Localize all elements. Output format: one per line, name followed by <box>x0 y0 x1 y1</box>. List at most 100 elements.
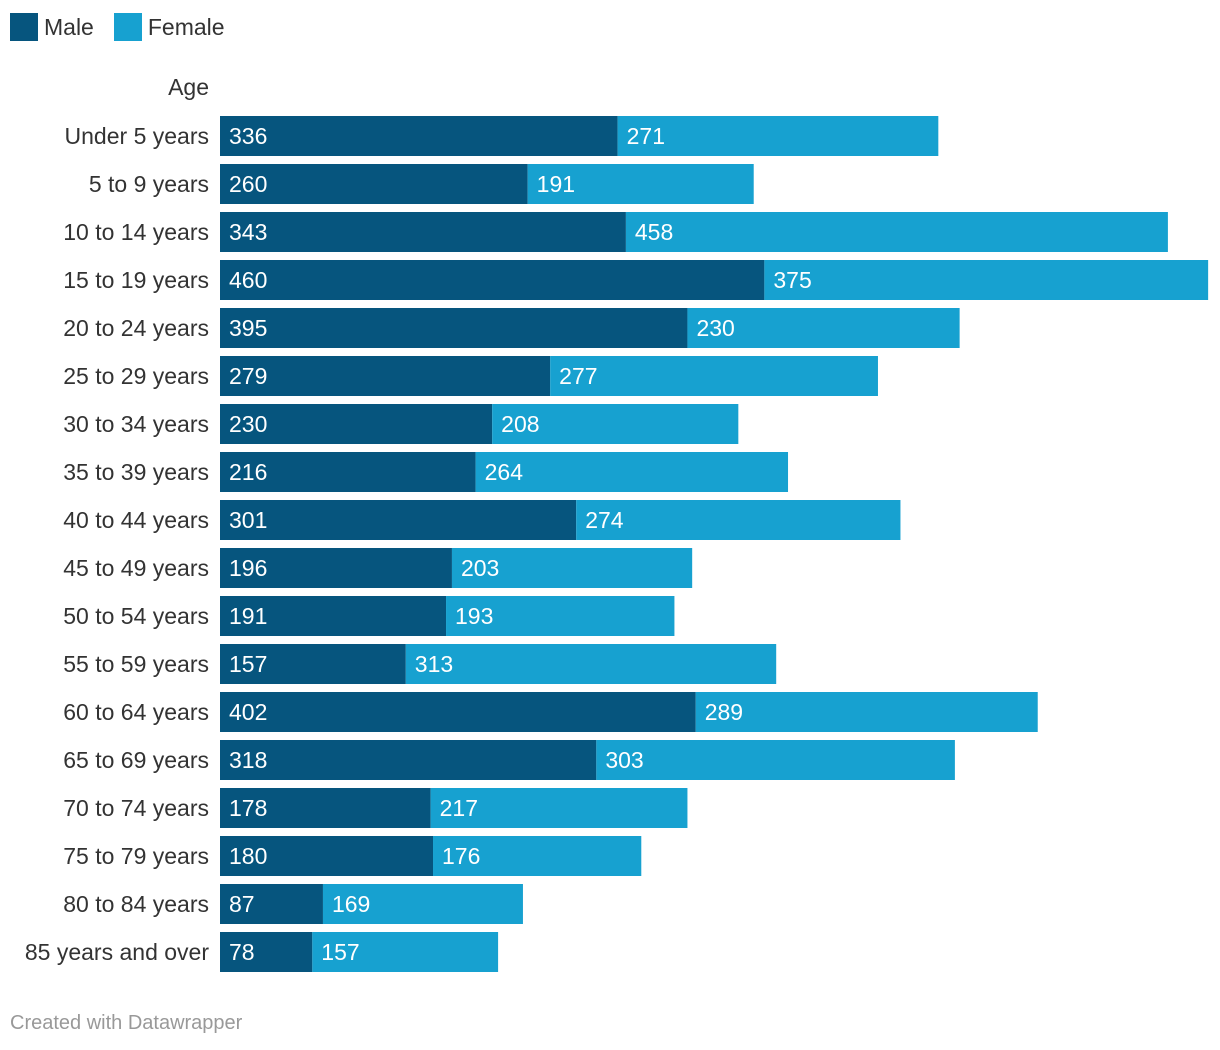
bar-female-80-to-84-years <box>322 884 523 924</box>
footer-credit: Created with Datawrapper <box>10 1012 243 1034</box>
category-label-80-to-84-years: 80 to 84 years <box>63 891 209 917</box>
category-label-under-5-years: Under 5 years <box>65 123 209 149</box>
data-label-male-70-to-74-years: 178 <box>229 795 267 821</box>
legend: Male Female <box>10 12 245 42</box>
bar-male-50-to-54-years <box>220 596 447 636</box>
category-label-50-to-54-years: 50 to 54 years <box>63 603 209 629</box>
bar-male-15-to-19-years <box>220 260 765 300</box>
data-label-male-65-to-69-years: 318 <box>229 747 267 773</box>
category-label-15-to-19-years: 15 to 19 years <box>63 267 209 293</box>
data-label-female-55-to-59-years: 313 <box>415 651 453 677</box>
bar-male-70-to-74-years <box>220 788 431 828</box>
bar-male-5-to-9-years <box>220 164 528 204</box>
bar-male-35-to-39-years <box>220 452 476 492</box>
data-label-female-20-to-24-years: 230 <box>696 315 734 341</box>
bar-female-15-to-19-years <box>764 260 1209 300</box>
category-label-5-to-9-years: 5 to 9 years <box>89 171 209 197</box>
legend-label-female: Female <box>147 13 225 40</box>
data-label-female-25-to-29-years: 277 <box>559 363 597 389</box>
bar-female-5-to-9-years <box>527 164 754 204</box>
legend-item-male: Male <box>10 13 94 41</box>
category-label-10-to-14-years: 10 to 14 years <box>63 219 209 245</box>
bar-female-50-to-54-years <box>446 596 675 636</box>
data-label-female-30-to-34-years: 208 <box>501 411 539 437</box>
data-label-male-25-to-29-years: 279 <box>229 363 267 389</box>
data-label-male-10-to-14-years: 343 <box>229 219 267 245</box>
category-label-20-to-24-years: 20 to 24 years <box>63 315 209 341</box>
data-label-female-60-to-64-years: 289 <box>705 699 743 725</box>
data-label-female-80-to-84-years: 169 <box>332 891 370 917</box>
bar-female-35-to-39-years <box>475 452 789 492</box>
bar-male-65-to-69-years <box>220 740 597 780</box>
category-label-60-to-64-years: 60 to 64 years <box>63 699 209 725</box>
data-label-male-under-5-years: 336 <box>229 123 267 149</box>
category-label-75-to-79-years: 75 to 79 years <box>63 843 209 869</box>
bar-male-60-to-64-years <box>220 692 696 732</box>
bar-female-10-to-14-years <box>625 212 1168 252</box>
data-label-female-75-to-79-years: 176 <box>442 843 480 869</box>
data-label-female-40-to-44-years: 274 <box>585 507 624 533</box>
data-label-male-85-years-and-over: 78 <box>229 939 255 965</box>
legend-label-male: Male <box>44 13 94 40</box>
bar-male-25-to-29-years <box>220 356 551 396</box>
data-label-male-55-to-59-years: 157 <box>229 651 267 677</box>
bar-male-10-to-14-years <box>220 212 626 252</box>
data-label-female-45-to-49-years: 203 <box>461 555 499 581</box>
category-label-30-to-34-years: 30 to 34 years <box>63 411 209 437</box>
legend-item-female: Female <box>113 13 225 41</box>
data-label-male-5-to-9-years: 260 <box>229 171 267 197</box>
data-label-female-50-to-54-years: 193 <box>455 603 493 629</box>
bar-female-65-to-69-years <box>596 740 955 780</box>
category-label-25-to-29-years: 25 to 29 years <box>63 363 209 389</box>
data-label-female-65-to-69-years: 303 <box>605 747 643 773</box>
category-label-35-to-39-years: 35 to 39 years <box>63 459 209 485</box>
bar-female-30-to-34-years <box>492 404 739 444</box>
category-label-65-to-69-years: 65 to 69 years <box>63 747 209 773</box>
category-axis-title: Age <box>168 74 209 100</box>
data-label-male-60-to-64-years: 402 <box>229 699 267 725</box>
bar-male-55-to-59-years <box>220 644 406 684</box>
category-label-70-to-74-years: 70 to 74 years <box>63 795 209 821</box>
bar-female-25-to-29-years <box>550 356 878 396</box>
data-label-female-15-to-19-years: 375 <box>773 267 811 293</box>
bar-female-70-to-74-years <box>430 788 688 828</box>
data-label-male-30-to-34-years: 230 <box>229 411 267 437</box>
data-label-female-5-to-9-years: 191 <box>537 171 575 197</box>
legend-swatch-female <box>113 13 142 41</box>
bar-female-45-to-49-years <box>451 548 693 588</box>
data-label-male-50-to-54-years: 191 <box>229 603 267 629</box>
category-label-45-to-49-years: 45 to 49 years <box>63 555 209 581</box>
data-label-male-15-to-19-years: 460 <box>229 267 267 293</box>
bar-female-60-to-64-years <box>695 692 1038 732</box>
data-label-male-80-to-84-years: 87 <box>229 891 255 917</box>
bar-male-30-to-34-years <box>220 404 493 444</box>
category-label-40-to-44-years: 40 to 44 years <box>63 507 209 533</box>
bar-female-85-years-and-over <box>312 932 499 972</box>
legend-swatch-male <box>10 13 38 41</box>
bar-male-40-to-44-years <box>220 500 577 540</box>
bar-male-75-to-79-years <box>220 836 434 876</box>
data-label-female-85-years-and-over: 157 <box>321 939 359 965</box>
data-label-female-70-to-74-years: 217 <box>440 795 478 821</box>
bar-female-55-to-59-years <box>405 644 777 684</box>
bar-male-85-years-and-over <box>220 932 313 972</box>
bar-male-80-to-84-years <box>220 884 323 924</box>
data-label-male-40-to-44-years: 301 <box>229 507 267 533</box>
bar-male-20-to-24-years <box>220 308 688 348</box>
category-label-85-years-and-over: 85 years and over <box>25 939 209 965</box>
data-label-male-35-to-39-years: 216 <box>229 459 267 485</box>
data-label-female-10-to-14-years: 458 <box>635 219 673 245</box>
bar-female-75-to-79-years <box>433 836 642 876</box>
data-label-female-under-5-years: 271 <box>627 123 665 149</box>
bar-female-20-to-24-years <box>687 308 960 348</box>
bar-female-under-5-years <box>617 116 939 156</box>
bar-male-45-to-49-years <box>220 548 452 588</box>
data-label-male-75-to-79-years: 180 <box>229 843 267 869</box>
category-label-55-to-59-years: 55 to 59 years <box>63 651 209 677</box>
data-label-male-20-to-24-years: 395 <box>229 315 267 341</box>
bar-female-40-to-44-years <box>576 500 901 540</box>
bar-male-under-5-years <box>220 116 618 156</box>
data-label-female-35-to-39-years: 264 <box>485 459 524 485</box>
data-label-male-45-to-49-years: 196 <box>229 555 267 581</box>
